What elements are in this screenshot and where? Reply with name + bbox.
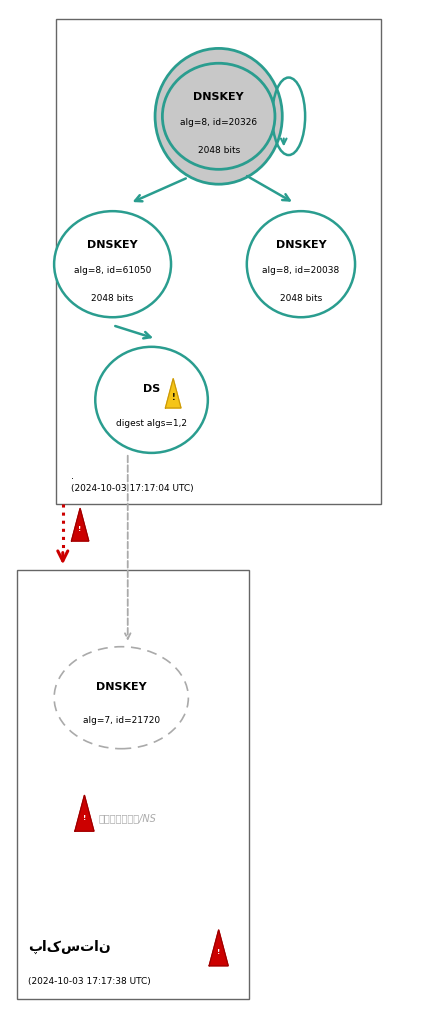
Ellipse shape <box>95 347 208 453</box>
Polygon shape <box>75 796 94 832</box>
Text: !: ! <box>217 949 220 955</box>
Text: DNSKEY: DNSKEY <box>276 239 326 250</box>
Text: .: . <box>71 471 74 481</box>
Text: 2048 bits: 2048 bits <box>280 293 322 303</box>
Polygon shape <box>71 508 89 541</box>
Text: DS: DS <box>143 384 160 393</box>
Ellipse shape <box>155 49 282 185</box>
Text: DNSKEY: DNSKEY <box>194 92 244 102</box>
Polygon shape <box>165 379 181 409</box>
Text: alg=8, id=61050: alg=8, id=61050 <box>74 266 151 275</box>
Polygon shape <box>209 930 228 966</box>
Ellipse shape <box>54 647 188 749</box>
Text: (2024-10-03 17:17:38 UTC): (2024-10-03 17:17:38 UTC) <box>28 976 151 985</box>
Text: digest algs=1,2: digest algs=1,2 <box>116 418 187 427</box>
Text: !: ! <box>78 526 82 532</box>
Bar <box>17 571 249 999</box>
Text: پاکستان: پاکستان <box>28 938 111 953</box>
Text: alg=7, id=21720: alg=7, id=21720 <box>83 715 160 723</box>
Text: 2048 bits: 2048 bits <box>91 293 134 303</box>
Text: alg=8, id=20326: alg=8, id=20326 <box>180 118 257 127</box>
Text: DNSKEY: DNSKEY <box>96 682 146 692</box>
Text: 2048 bits: 2048 bits <box>197 146 240 155</box>
Ellipse shape <box>247 212 355 318</box>
Text: DNSKEY: DNSKEY <box>87 239 138 250</box>
Ellipse shape <box>54 212 171 318</box>
Text: (2024-10-03 17:17:04 UTC): (2024-10-03 17:17:04 UTC) <box>71 483 194 492</box>
Text: پاکستان/NS: پاکستان/NS <box>99 812 157 822</box>
Bar <box>56 20 381 504</box>
Text: !: ! <box>83 814 86 820</box>
Text: !: ! <box>171 392 175 401</box>
Ellipse shape <box>162 64 275 170</box>
Text: alg=8, id=20038: alg=8, id=20038 <box>262 266 339 275</box>
